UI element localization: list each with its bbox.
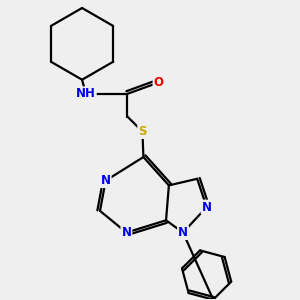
Text: NH: NH	[76, 87, 96, 101]
Text: N: N	[178, 226, 188, 239]
Text: N: N	[202, 201, 212, 214]
Text: N: N	[101, 174, 111, 187]
Text: S: S	[138, 125, 147, 138]
Text: O: O	[154, 76, 164, 89]
Text: N: N	[122, 226, 131, 239]
